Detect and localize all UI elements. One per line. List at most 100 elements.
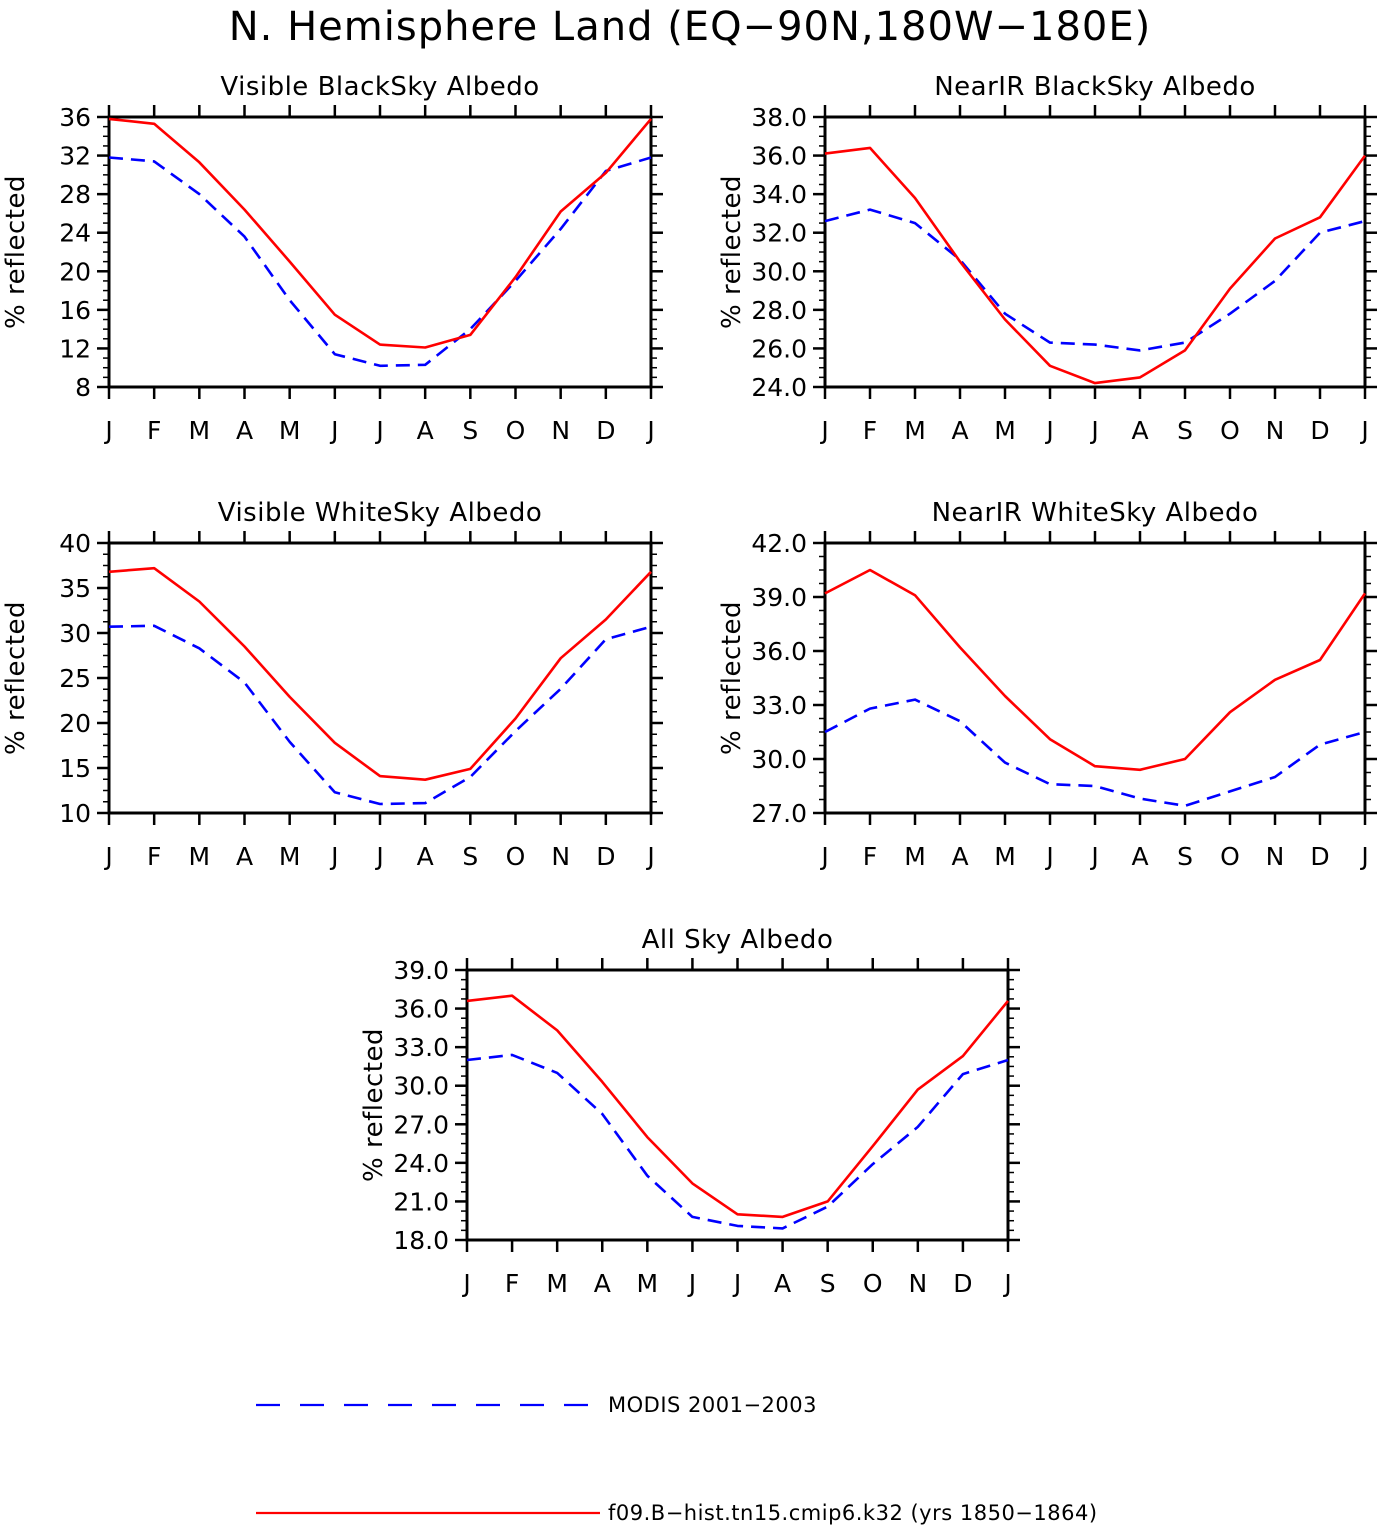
panel-title: NearIR WhiteSky Albedo <box>932 498 1259 528</box>
x-tick-label: A <box>594 1269 611 1298</box>
x-tick-label: M <box>189 842 211 871</box>
x-tick-label: J <box>1089 842 1098 871</box>
y-tick-label: 39.0 <box>751 583 807 612</box>
x-tick-label: M <box>904 842 926 871</box>
y-tick-label: 30.0 <box>751 257 807 286</box>
x-tick-label: F <box>505 1269 519 1298</box>
x-tick-label: D <box>953 1269 972 1298</box>
plot-frame <box>823 541 1367 815</box>
plot-frame <box>823 115 1367 389</box>
x-tick-label: J <box>1089 416 1098 445</box>
y-tick-label: 38.0 <box>751 103 807 132</box>
y-tick-label: 36 <box>59 103 91 132</box>
x-tick-label: M <box>279 416 301 445</box>
x-tick-label: J <box>1359 416 1368 445</box>
y-tick-label: 12 <box>59 334 91 363</box>
x-tick-label: J <box>1044 416 1053 445</box>
panel-title: All Sky Albedo <box>642 925 834 955</box>
x-tick-label: A <box>417 842 434 871</box>
y-tick-label: 21.0 <box>393 1187 449 1216</box>
plot-frame <box>465 968 1010 1242</box>
x-tick-label: D <box>1310 416 1329 445</box>
y-tick-label: 32 <box>59 142 91 171</box>
y-tick-label: 28 <box>59 180 91 209</box>
y-tick-label: 24 <box>59 219 91 248</box>
x-tick-label: J <box>329 416 338 445</box>
legend: MODIS 2001−2003 f09.B−hist.tn15.cmip6.k3… <box>256 1393 1097 1525</box>
y-axis-label: % reflected <box>1 175 31 329</box>
x-tick-label: J <box>819 842 828 871</box>
x-tick-label: J <box>461 1269 470 1298</box>
series-line-model <box>824 568 1367 772</box>
x-tick-label: J <box>329 842 338 871</box>
y-axis-label: % reflected <box>1 601 31 755</box>
y-tick-label: 32.0 <box>751 219 807 248</box>
x-tick-label: F <box>863 842 877 871</box>
x-tick-label: N <box>551 842 570 871</box>
plot-frame <box>107 115 653 389</box>
x-tick-label: O <box>506 842 526 871</box>
y-tick-label: 24.0 <box>751 373 807 402</box>
y-tick-label: 16 <box>59 296 91 325</box>
x-tick-label: J <box>1002 1269 1011 1298</box>
y-tick-label: 26.0 <box>751 334 807 363</box>
y-tick-label: 36.0 <box>393 995 449 1024</box>
x-tick-label: F <box>147 842 161 871</box>
x-tick-label: O <box>1220 842 1240 871</box>
x-tick-label: M <box>279 842 301 871</box>
series-line-modis <box>824 698 1366 808</box>
x-tick-label: A <box>951 416 968 445</box>
x-tick-label: M <box>994 842 1016 871</box>
y-tick-label: 33.0 <box>393 1033 449 1062</box>
x-tick-label: A <box>774 1269 791 1298</box>
x-tick-label: O <box>863 1269 883 1298</box>
y-tick-label: 30.0 <box>393 1072 449 1101</box>
x-tick-label: J <box>645 842 654 871</box>
y-tick-label: 34.0 <box>751 180 807 209</box>
y-tick-label: 20 <box>59 709 91 738</box>
x-tick-label: M <box>189 416 211 445</box>
x-tick-label: J <box>687 1269 696 1298</box>
x-tick-label: A <box>236 416 253 445</box>
x-tick-label: A <box>417 416 434 445</box>
x-tick-label: N <box>1266 416 1285 445</box>
series-line-model <box>466 994 1010 1219</box>
y-tick-label: 27.0 <box>751 799 807 828</box>
x-tick-label: J <box>819 416 828 445</box>
x-tick-label: M <box>637 1269 659 1298</box>
x-tick-label: A <box>1131 842 1148 871</box>
y-tick-label: 18.0 <box>393 1226 449 1255</box>
x-tick-label: S <box>462 842 478 871</box>
series-line-model <box>108 566 652 782</box>
series-line-modis <box>108 156 652 368</box>
y-tick-label: 28.0 <box>751 296 807 325</box>
x-tick-label: A <box>1131 416 1148 445</box>
y-tick-label: 25 <box>59 664 91 693</box>
x-tick-label: J <box>1044 842 1053 871</box>
y-axis-label: % reflected <box>717 601 747 755</box>
x-tick-label: N <box>551 416 570 445</box>
panel-title: NearIR BlackSky Albedo <box>934 72 1256 102</box>
series-line-modis <box>108 624 652 806</box>
y-tick-label: 35 <box>59 574 91 603</box>
x-tick-label: D <box>1310 842 1329 871</box>
y-axis-label: % reflected <box>717 175 747 329</box>
x-tick-label: J <box>732 1269 741 1298</box>
y-tick-label: 30 <box>59 619 91 648</box>
x-tick-label: J <box>1359 842 1368 871</box>
x-tick-label: J <box>645 416 654 445</box>
series-line-modis <box>466 1053 1009 1230</box>
panel-title: Visible WhiteSky Albedo <box>218 498 543 528</box>
x-tick-label: D <box>596 842 615 871</box>
y-tick-label: 36.0 <box>751 142 807 171</box>
panel-title: Visible BlackSky Albedo <box>220 72 539 102</box>
x-tick-label: N <box>1266 842 1285 871</box>
legend-label-modis: MODIS 2001−2003 <box>608 1393 817 1417</box>
x-tick-label: F <box>147 416 161 445</box>
x-tick-label: J <box>103 416 112 445</box>
